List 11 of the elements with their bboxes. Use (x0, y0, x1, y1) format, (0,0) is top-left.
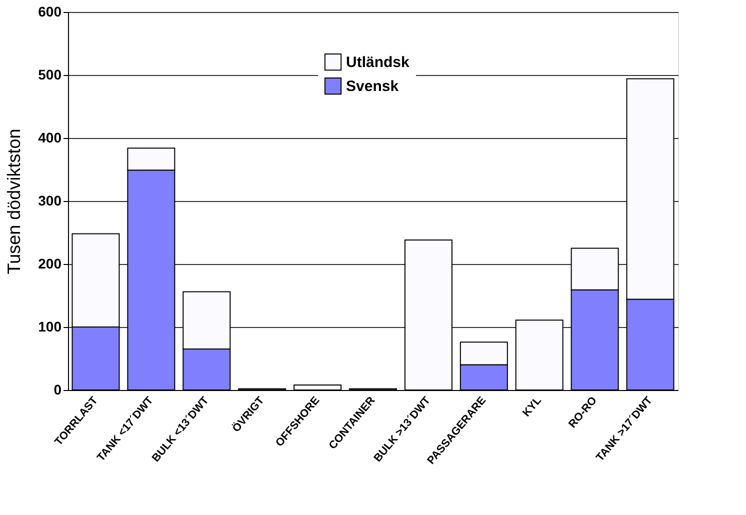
y-tick-label: 600 (38, 4, 62, 20)
y-tick-label: 200 (38, 256, 62, 272)
y-tick-label: 100 (38, 318, 62, 334)
y-tick-label: 300 (38, 192, 62, 208)
y-tick-label: 500 (38, 66, 62, 82)
x-tick-label: KYL (520, 394, 544, 420)
y-tick-label: 400 (38, 130, 62, 146)
y-axis-title: Tusen dödviktston (4, 128, 24, 274)
legend-label: Svensk (346, 78, 400, 95)
legend-label: Utländsk (346, 54, 410, 71)
y-tick-label: 0 (54, 382, 62, 398)
